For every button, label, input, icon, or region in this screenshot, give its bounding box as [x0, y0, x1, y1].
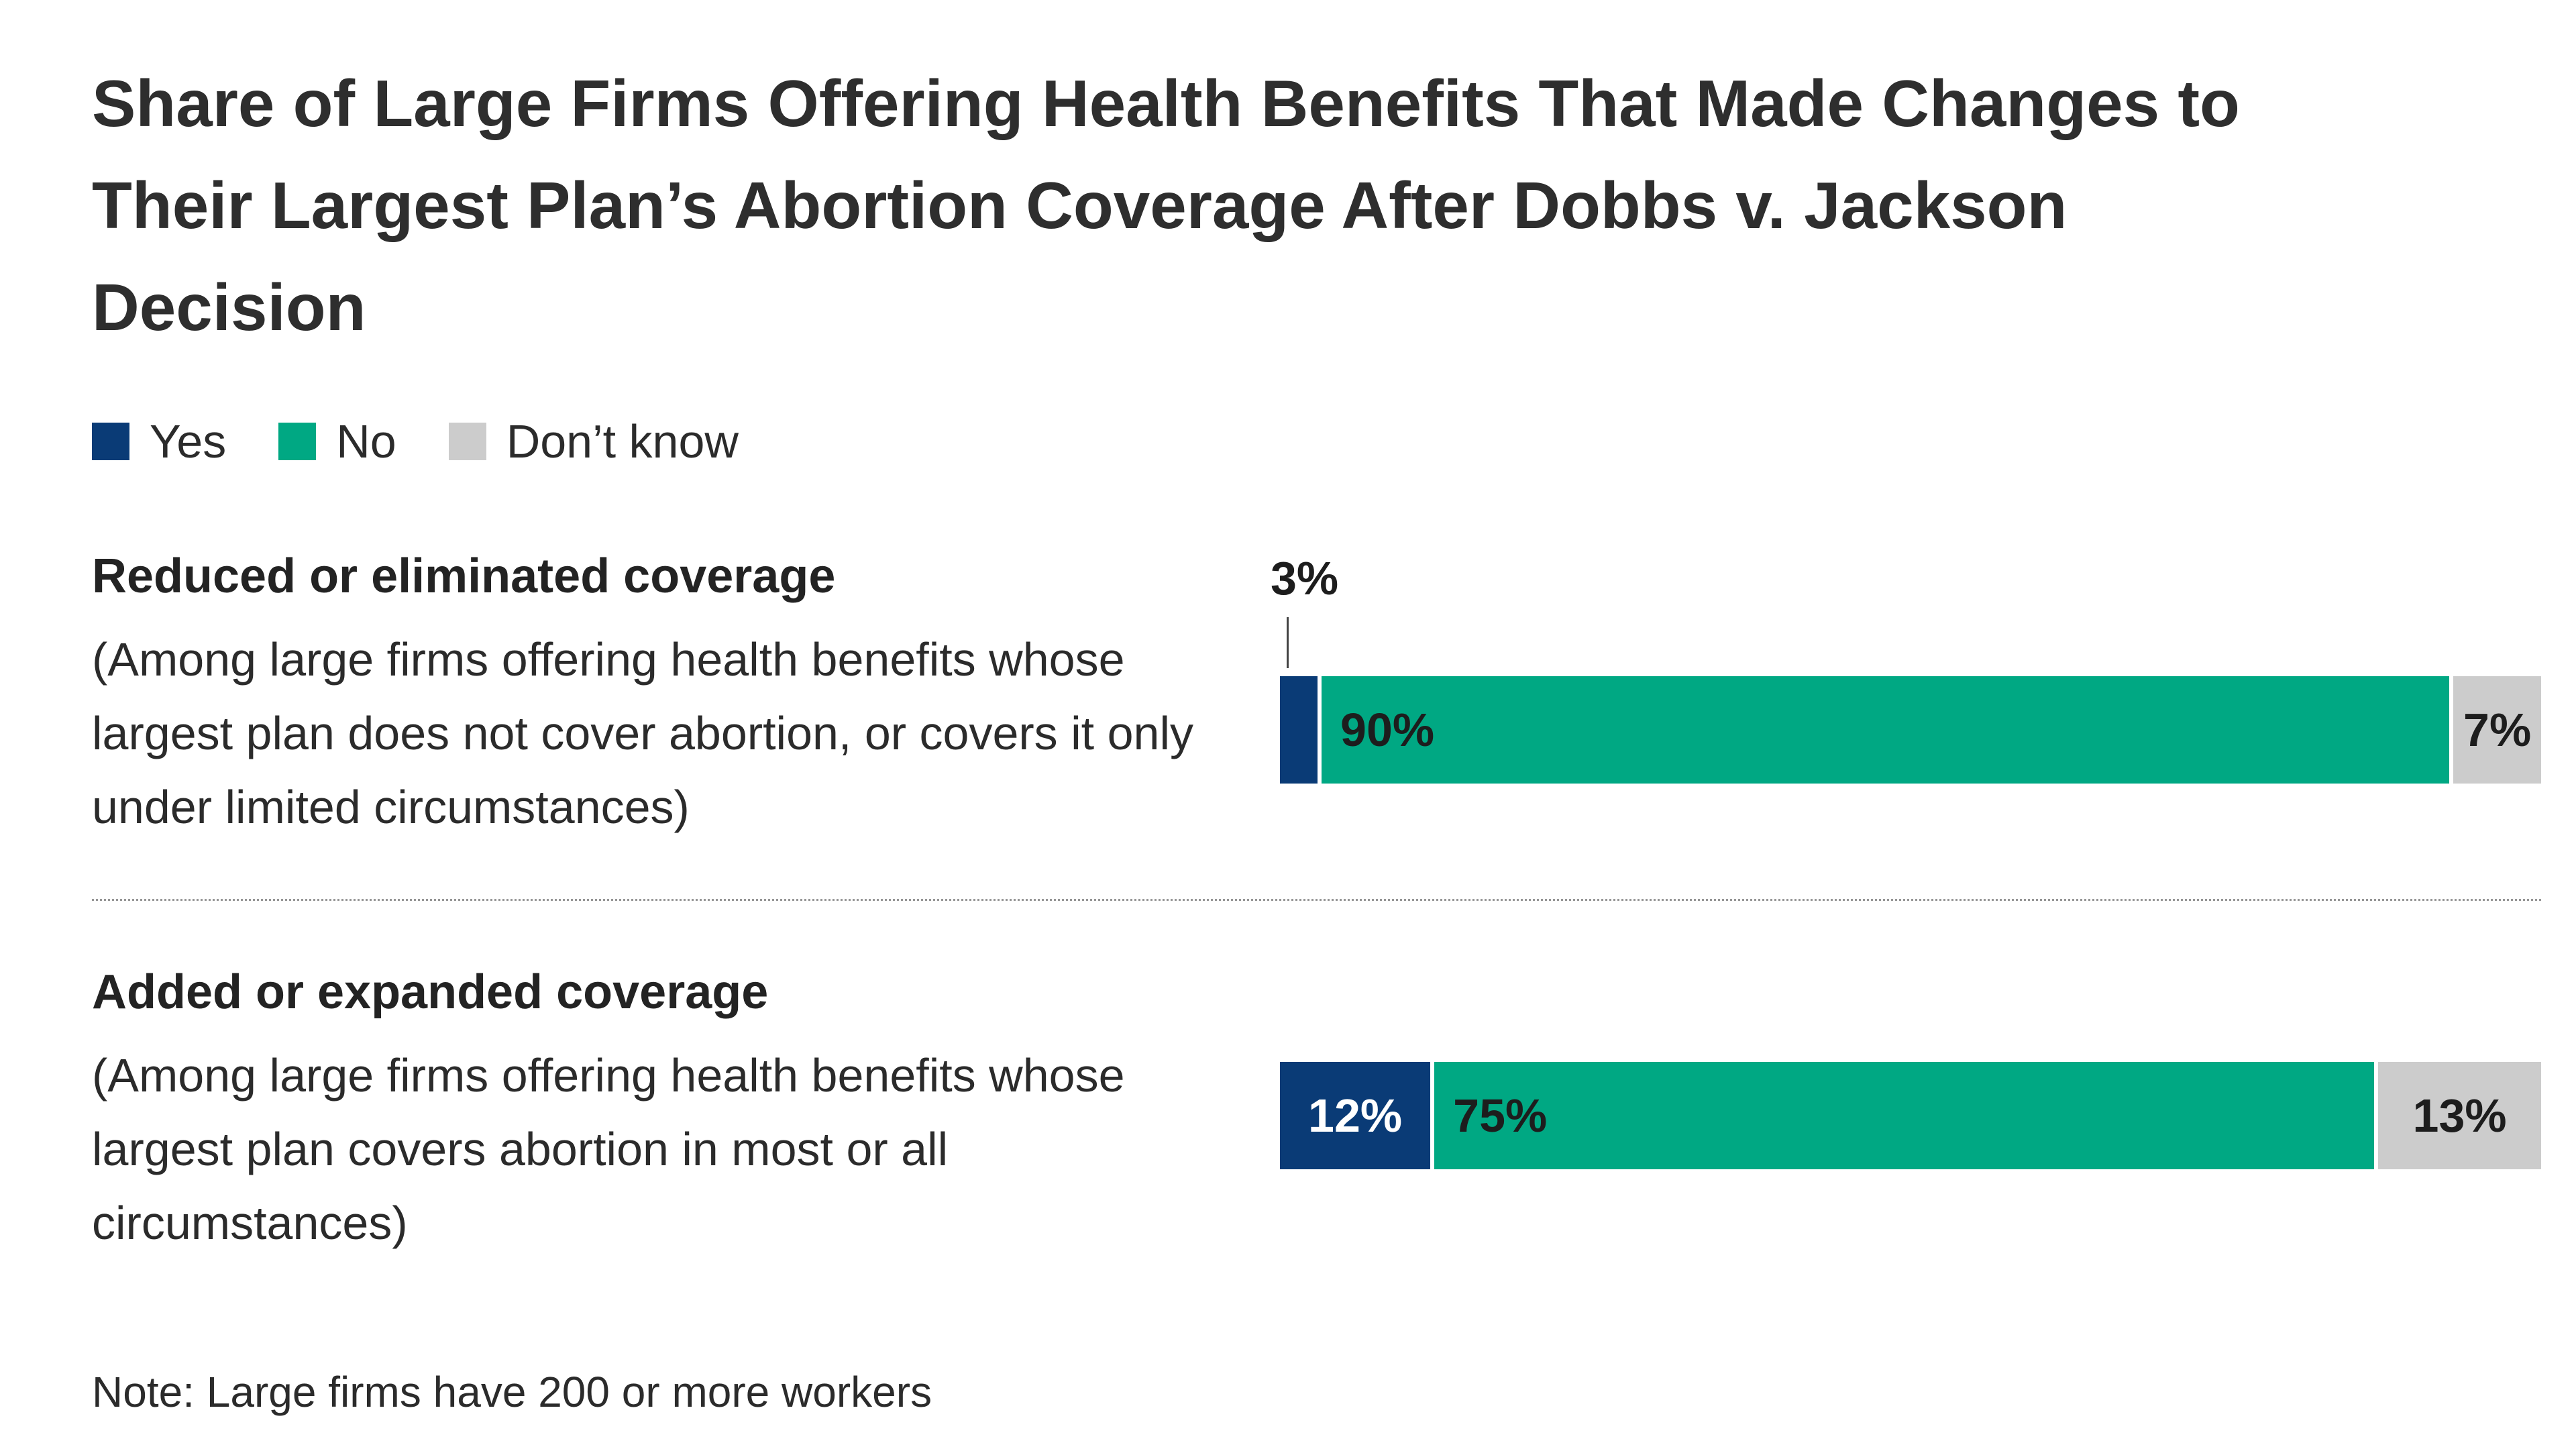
row-text-reduced: Reduced or eliminated coverage (Among la… [92, 549, 1280, 844]
bar-value-label-no: 90% [1340, 704, 1435, 756]
legend-swatch-no [278, 423, 317, 460]
chart-row-added-coverage: Added or expanded coverage (Among large … [92, 965, 2542, 1260]
bar-value-label-dont-know: 7% [2463, 704, 2532, 756]
chart-title: Share of Large Firms Offering Health Ben… [92, 66, 2240, 344]
bar-segment-yes: 12% [1280, 1062, 1431, 1169]
legend-item-yes: Yes [92, 415, 226, 468]
row-sublabel-added: (Among large firms offering health benef… [92, 1049, 1125, 1249]
bar-area-reduced: 3% 90% 7% [1271, 549, 2542, 784]
bar-segment-no: 75% [1434, 1062, 2375, 1169]
note-text: Note: Large firms have 200 or more worke… [92, 1368, 932, 1416]
legend-swatch-yes [92, 423, 129, 460]
bar-segment-dont-know: 13% [2378, 1062, 2542, 1169]
dotted-divider [92, 899, 2541, 901]
legend-label-dont-know: Don’t know [506, 415, 739, 468]
bar-value-label-dont-know: 13% [2412, 1089, 2507, 1142]
bar-segment-dont-know: 7% [2453, 676, 2542, 784]
bar-value-label-no: 75% [1453, 1089, 1548, 1142]
bar-value-label-yes: 12% [1308, 1089, 1403, 1142]
legend: Yes No Don’t know [92, 415, 739, 468]
row-label-reduced: Reduced or eliminated coverage [92, 549, 836, 603]
legend-swatch-dont-know [448, 423, 486, 460]
bar-area-added: 12% 75% 13% [1280, 965, 2542, 1169]
row-text-added: Added or expanded coverage (Among large … [92, 965, 1280, 1260]
bar-segment-no: 90% [1322, 676, 2450, 784]
stacked-bar-reduced: 90% 7% [1280, 676, 2542, 784]
callout-label-yes-3pct: 3% [1271, 552, 1339, 604]
legend-item-dont-know: Don’t know [448, 415, 739, 468]
stacked-bar-added: 12% 75% 13% [1280, 1062, 2542, 1169]
callout-tick [1287, 617, 1289, 668]
chart-row-reduced-coverage: Reduced or eliminated coverage (Among la… [92, 549, 2542, 844]
legend-label-no: No [336, 415, 396, 468]
legend-label-yes: Yes [150, 415, 227, 468]
row-label-added: Added or expanded coverage [92, 965, 769, 1019]
bar-segment-yes [1280, 676, 1318, 784]
legend-item-no: No [278, 415, 396, 468]
row-sublabel-reduced: (Among large firms offering health benef… [92, 633, 1193, 833]
